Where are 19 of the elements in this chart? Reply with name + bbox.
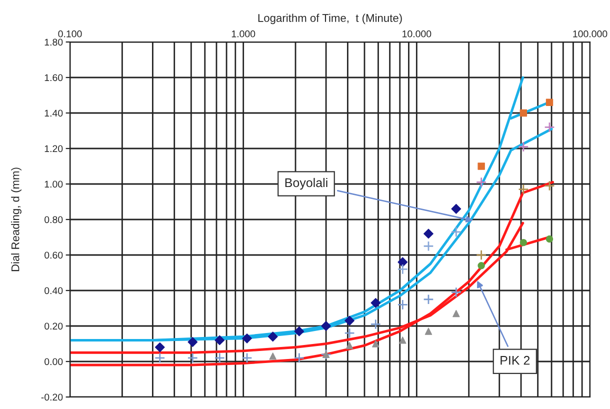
y-tick-label: 1.60 <box>44 74 63 82</box>
x-tick-label: 100.000 <box>573 30 608 38</box>
y-tick-label: 0.20 <box>44 322 63 330</box>
y-tick-label: 1.20 <box>44 145 63 152</box>
y-tick-label: 0.60 <box>44 252 63 259</box>
y-tick-label: 0.80 <box>44 216 63 224</box>
y-axis-title: Dial Reading, d (mm) <box>11 168 22 272</box>
y-tick-label: 1.00 <box>44 180 63 188</box>
x-tick-label: 0.100 <box>58 30 82 38</box>
annotation: Boyolali <box>285 178 328 190</box>
x-axis-title: Logarithm of Time, t (Minute) <box>258 14 402 24</box>
y-tick-label: 1.80 <box>44 38 63 46</box>
y-tick-label: 1.40 <box>44 110 63 117</box>
y-tick-label: 0.00 <box>44 358 63 366</box>
x-tick-label: 10.000 <box>402 30 432 38</box>
y-tick-label: 0.40 <box>44 287 63 294</box>
y-tick-label: -0.20 <box>41 394 63 401</box>
x-tick-label: 1.000 <box>232 30 256 38</box>
annotation: PIK 2 <box>500 356 530 365</box>
